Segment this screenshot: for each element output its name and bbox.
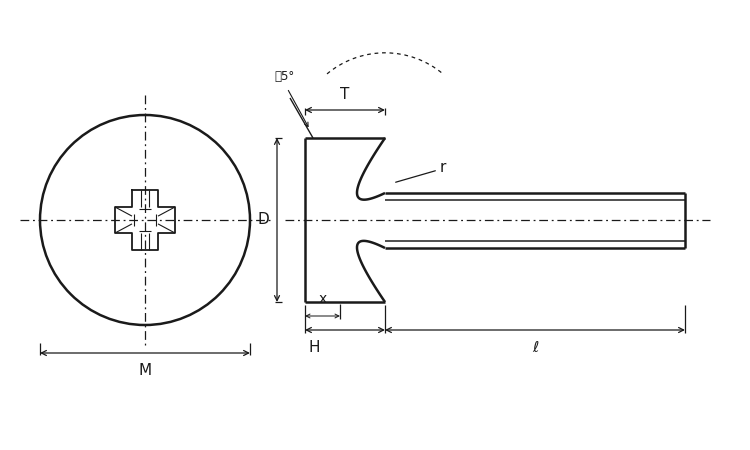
Text: M: M	[139, 363, 152, 378]
Text: T: T	[340, 87, 350, 102]
Text: ℓ: ℓ	[532, 340, 538, 355]
Text: D: D	[257, 212, 269, 228]
Text: r: r	[440, 161, 446, 176]
Text: H: H	[308, 340, 320, 355]
Text: x: x	[318, 292, 327, 306]
Text: 約5°: 約5°	[274, 70, 295, 83]
Circle shape	[40, 115, 250, 325]
